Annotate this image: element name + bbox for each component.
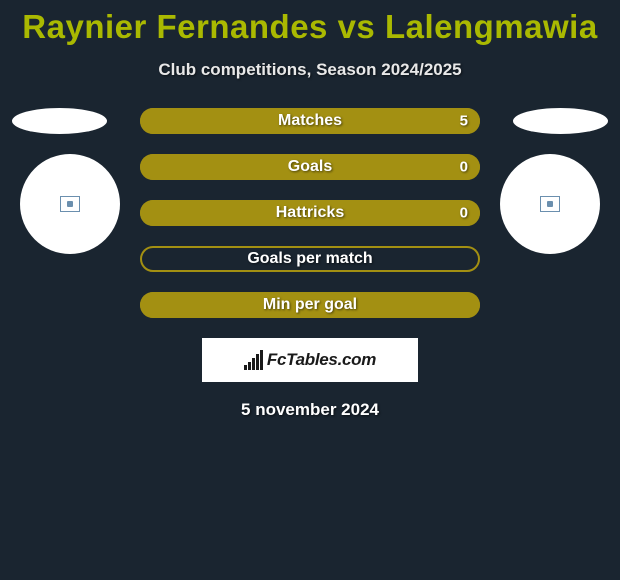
stat-row: Hattricks 0 — [140, 200, 480, 226]
page-subtitle: Club competitions, Season 2024/2025 — [0, 60, 620, 80]
stat-label: Matches — [278, 112, 342, 130]
avatar-placeholder-icon — [60, 196, 80, 212]
avatar-placeholder-icon — [540, 196, 560, 212]
stat-label: Goals — [288, 158, 332, 176]
watermark-text: FcTables.com — [267, 350, 376, 370]
watermark-logo-icon — [244, 350, 263, 370]
player-avatar-left — [20, 154, 120, 254]
stat-value-right: 0 — [460, 159, 468, 176]
decor-ellipse-left — [12, 108, 107, 134]
watermark: FcTables.com — [202, 338, 418, 382]
stat-row: Goals per match — [140, 246, 480, 272]
stat-value-right: 0 — [460, 205, 468, 222]
stat-label: Hattricks — [276, 204, 344, 222]
stat-label: Min per goal — [263, 296, 357, 314]
stat-row: Goals 0 — [140, 154, 480, 180]
page-title: Raynier Fernandes vs Lalengmawia — [0, 0, 620, 46]
player-avatar-right — [500, 154, 600, 254]
comparison-bars: Matches 5 Goals 0 Hattricks 0 Goals per match M… — [140, 108, 480, 318]
stat-row: Min per goal — [140, 292, 480, 318]
comparison-area: Matches 5 Goals 0 Hattricks 0 Goals per match M… — [0, 108, 620, 318]
decor-ellipse-right — [513, 108, 608, 134]
stat-label: Goals per match — [247, 250, 372, 268]
stat-value-right: 5 — [460, 113, 468, 130]
footer-date: 5 november 2024 — [0, 400, 620, 420]
stat-row: Matches 5 — [140, 108, 480, 134]
